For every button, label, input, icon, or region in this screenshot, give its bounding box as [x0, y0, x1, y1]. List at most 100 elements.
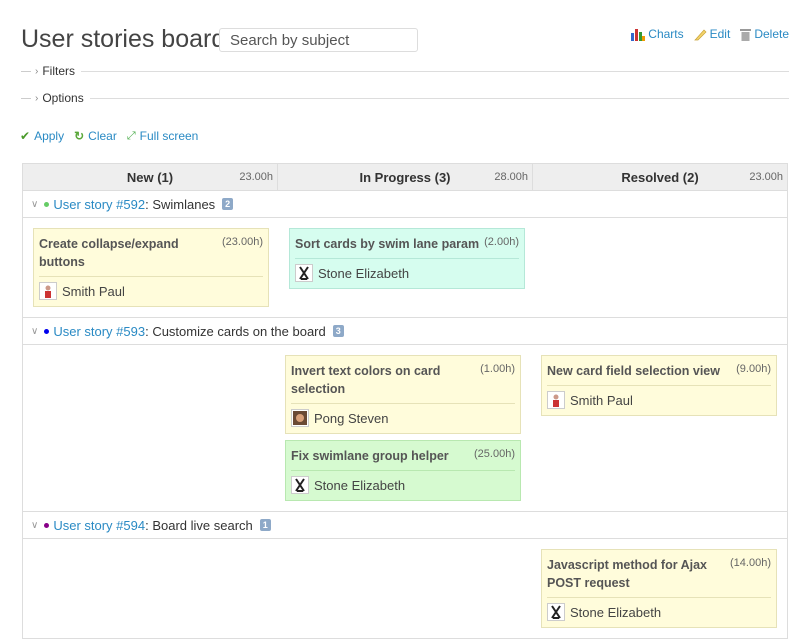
fullscreen-label: Full screen	[139, 129, 199, 143]
agile-board: New (1) 23.00h In Progress (3) 28.00h Reso…	[22, 163, 788, 639]
column-name: New (1)	[126, 169, 174, 185]
avatar	[547, 603, 565, 621]
card-subject[interactable]: Fix swimlane group helper	[291, 449, 449, 463]
swimlane-body: Create collapse/expand buttons (23.00h) Sm…	[23, 218, 787, 318]
edit-label: Edit	[709, 27, 731, 41]
trash-icon	[740, 28, 752, 41]
clear-button[interactable]: ↻ Clear	[74, 129, 117, 143]
edit-link[interactable]: Edit	[693, 27, 731, 41]
card-header: Javascript method for Ajax POST request (…	[547, 556, 771, 598]
chevron-down-icon[interactable]: ∨	[31, 325, 39, 337]
board-header: New (1) 23.00h In Progress (3) 28.00h Reso…	[23, 164, 787, 191]
board-column-cell	[23, 345, 275, 511]
card-header: Fix swimlane group helper (25.00h)	[291, 447, 515, 471]
filters-toggle[interactable]: › Filters	[21, 64, 789, 78]
swimlane-body: Invert text colors on card selection (1.0…	[23, 345, 787, 512]
column-header-resolved: Resolved (2) 23.00h	[533, 164, 787, 190]
fullscreen-icon: ⤢	[126, 129, 136, 142]
delete-label: Delete	[754, 27, 789, 41]
check-icon: ✔	[20, 129, 31, 143]
user-story-subject: : Customize cards on the board	[145, 323, 326, 339]
swimlane-header: ∨ User story #594: Board live search 1	[23, 512, 787, 539]
board-column-cell: Create collapse/expand buttons (23.00h) Sm…	[23, 218, 279, 317]
card-count-badge: 2	[222, 198, 234, 210]
options-label: Options	[42, 91, 84, 105]
charts-label: Charts	[648, 27, 684, 41]
card-subject[interactable]: Javascript method for Ajax POST request	[547, 558, 708, 590]
toolbar: ✔ Apply ↻ Clear ⤢ Full screen	[20, 129, 198, 143]
charts-link[interactable]: Charts	[631, 27, 684, 41]
assignee-name: Stone Elizabeth	[570, 604, 662, 620]
card-subject[interactable]: New card field selection view	[547, 364, 720, 378]
card-subject[interactable]: Sort cards by swim lane param	[295, 237, 480, 251]
user-story-link[interactable]: User story #592	[53, 196, 146, 212]
reload-icon: ↻	[74, 129, 85, 143]
issue-card[interactable]: Invert text colors on card selection (1.0…	[285, 355, 521, 434]
card-assignee: Smith Paul	[39, 277, 263, 300]
avatar	[39, 282, 57, 300]
card-estimate: (1.00h)	[480, 363, 515, 375]
filters-label: Filters	[42, 64, 76, 78]
avatar	[291, 409, 309, 427]
chevron-down-icon[interactable]: ∨	[31, 519, 39, 531]
user-story-link[interactable]: User story #593	[53, 323, 146, 339]
column-name: In Progress (3)	[359, 169, 451, 185]
options-toggle[interactable]: › Options	[21, 91, 789, 105]
user-story-subject: : Board live search	[145, 517, 253, 533]
column-hours: 23.00h	[239, 171, 273, 183]
card-header: Sort cards by swim lane param (2.00h)	[295, 235, 519, 259]
issue-card[interactable]: Javascript method for Ajax POST request (…	[541, 549, 777, 628]
page-title: User stories board	[21, 25, 226, 53]
user-story-link[interactable]: User story #594	[53, 517, 146, 533]
apply-label: Apply	[34, 129, 65, 143]
column-header-new: New (1) 23.00h	[23, 164, 278, 190]
swimlane-header: ∨ User story #593: Customize cards on the…	[23, 318, 787, 345]
card-header: Create collapse/expand buttons (23.00h)	[39, 235, 263, 277]
swimlane-body: Javascript method for Ajax POST request (…	[23, 539, 787, 639]
avatar	[295, 264, 313, 282]
clear-label: Clear	[88, 129, 117, 143]
assignee-name: Smith Paul	[570, 392, 633, 408]
card-estimate: (23.00h)	[222, 236, 263, 248]
card-subject[interactable]: Create collapse/expand buttons	[39, 237, 179, 269]
apply-button[interactable]: ✔ Apply	[20, 129, 64, 143]
issue-card[interactable]: Create collapse/expand buttons (23.00h) Sm…	[33, 228, 269, 307]
swimlane-title: User story #592: Swimlanes	[53, 197, 215, 212]
card-assignee: Smith Paul	[547, 386, 771, 409]
card-estimate: (2.00h)	[484, 236, 519, 248]
assignee-name: Stone Elizabeth	[318, 265, 410, 281]
board-column-cell: Sort cards by swim lane param (2.00h) Ston…	[279, 218, 535, 317]
avatar	[547, 391, 565, 409]
issue-card[interactable]: Sort cards by swim lane param (2.00h) Ston…	[289, 228, 525, 289]
swimlane-header: ∨ User story #592: Swimlanes 2	[23, 191, 787, 218]
card-header: Invert text colors on card selection (1.0…	[291, 362, 515, 404]
board-column-cell: New card field selection view (9.00h) Smit…	[531, 345, 787, 511]
swimlane-title: User story #593: Customize cards on the …	[53, 324, 325, 339]
user-story-subject: : Swimlanes	[145, 196, 216, 212]
card-assignee: Stone Elizabeth	[547, 598, 771, 621]
chevron-right-icon: ›	[35, 92, 39, 104]
card-estimate: (25.00h)	[474, 448, 515, 460]
fullscreen-button[interactable]: ⤢ Full screen	[127, 129, 199, 143]
search-input[interactable]	[219, 28, 418, 52]
delete-link[interactable]: Delete	[740, 27, 789, 41]
status-dot-icon	[44, 201, 50, 207]
assignee-name: Stone Elizabeth	[314, 477, 406, 493]
card-assignee: Stone Elizabeth	[295, 259, 519, 282]
assignee-name: Smith Paul	[62, 283, 125, 299]
card-count-badge: 1	[259, 519, 271, 531]
chart-icon	[631, 28, 646, 41]
column-hours: 28.00h	[494, 171, 528, 183]
issue-card[interactable]: New card field selection view (9.00h) Smit…	[541, 355, 777, 416]
board-column-cell	[277, 539, 531, 638]
board-column-cell	[535, 218, 787, 317]
status-dot-icon	[44, 522, 50, 528]
header-actions: Charts Edit Delete	[631, 27, 789, 41]
status-dot-icon	[44, 328, 50, 334]
card-subject[interactable]: Invert text colors on card selection	[291, 364, 441, 396]
board-column-cell	[23, 539, 277, 638]
chevron-down-icon[interactable]: ∨	[31, 198, 39, 210]
card-estimate: (14.00h)	[730, 557, 771, 569]
chevron-right-icon: ›	[35, 65, 39, 77]
issue-card[interactable]: Fix swimlane group helper (25.00h) Stone E…	[285, 440, 521, 501]
